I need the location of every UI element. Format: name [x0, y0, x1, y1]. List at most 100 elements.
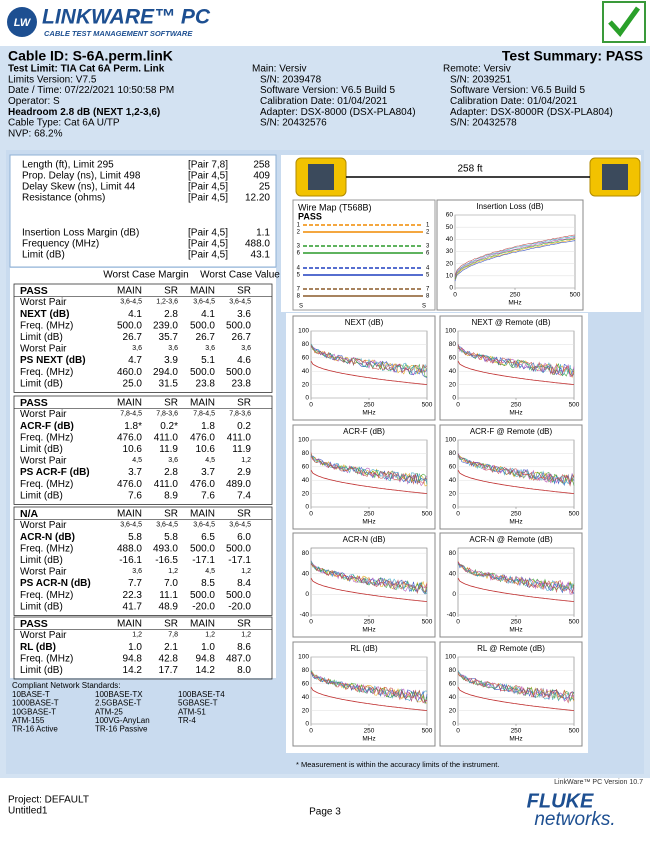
chart-title: ACR-N @ Remote (dB) — [469, 535, 553, 544]
version: LinkWare™ PC Version 10.7 — [554, 779, 643, 786]
y-tick-label: 40 — [302, 694, 310, 701]
row-value: 3,6-4,5 — [193, 298, 215, 305]
row-label: Freq. (MHz) — [20, 479, 73, 490]
trace — [454, 236, 576, 278]
y-tick-label: 100 — [445, 654, 456, 661]
row-value: 11.1 — [159, 590, 178, 601]
logo-text: LINKWARE™ PC — [42, 6, 211, 29]
y-tick-label: 50 — [446, 224, 454, 231]
row-value: 8.4 — [237, 578, 251, 589]
margin-section — [13, 283, 273, 393]
row-value: 1,2 — [205, 631, 215, 638]
row-value: 500.0 — [190, 367, 215, 378]
row-value: 3,6-4,5 — [120, 298, 142, 305]
row-value: 2.9 — [237, 467, 251, 478]
y-tick-label: 20 — [449, 490, 457, 497]
trace — [310, 345, 428, 373]
x-tick-label: 250 — [510, 292, 521, 299]
pin-left: 1 — [297, 223, 301, 229]
row-value: 3,6 — [132, 568, 142, 575]
row-label: Limit (dB) — [20, 555, 63, 566]
info-line: Test Limit: TIA Cat 6A Perm. Link — [8, 64, 165, 75]
row-value: 3,6 — [132, 345, 142, 352]
info-line: Limits Version: V7.5 — [8, 74, 97, 85]
x-tick-label: 0 — [456, 728, 460, 735]
logo-tagline: CABLE TEST MANAGEMENT SOFTWARE — [44, 29, 193, 38]
margin-section — [13, 506, 273, 616]
section-status: PASS — [20, 285, 48, 297]
trace — [454, 235, 576, 277]
row-label: PS ACR-F (dB) — [20, 467, 90, 478]
row-value: 476.0 — [190, 432, 215, 443]
chart-title: Insertion Loss (dB) — [476, 202, 543, 211]
standard: ATM-155 — [12, 716, 45, 725]
row-value: -16.5 — [155, 555, 178, 566]
trace — [310, 672, 428, 704]
trace — [310, 563, 428, 595]
trace — [310, 343, 428, 375]
row-value: 3,6 — [205, 345, 215, 352]
trace — [454, 237, 576, 279]
standard: ATM-51 — [178, 707, 206, 716]
pin-right: 1 — [426, 223, 430, 229]
remote-info: S/N: 2039251 — [450, 74, 512, 85]
remote-tester-screen — [602, 164, 628, 190]
pin-left: 5 — [297, 273, 301, 279]
info-line: Cable Type: Cat 6A U/TP — [8, 118, 120, 129]
trace — [457, 672, 575, 702]
row-value: 489.0 — [226, 479, 251, 490]
row-value: 48.9 — [159, 601, 179, 612]
trace — [457, 455, 575, 485]
row-label: Worst Pair — [20, 520, 67, 531]
row-value: 411.0 — [154, 432, 179, 443]
main-tester-screen — [308, 164, 334, 190]
x-tick-label: 0 — [453, 292, 457, 299]
trace — [457, 344, 575, 378]
row-value: 7.7 — [128, 578, 142, 589]
row-value: 239.0 — [153, 320, 178, 331]
result-label: Resistance (ohms) — [22, 193, 105, 204]
row-value: 8.6 — [237, 642, 251, 653]
pin-left: 7 — [297, 287, 301, 293]
length-display: 258 ft — [457, 164, 482, 175]
trace — [310, 561, 428, 595]
standards-title: Compliant Network Standards: — [12, 681, 121, 690]
row-value: 25.0 — [123, 378, 143, 389]
y-tick-label: 0 — [449, 285, 453, 292]
limit-line — [310, 577, 428, 602]
trace — [310, 455, 428, 487]
row-value: 1,2 — [132, 631, 142, 638]
y-tick-label: 0 — [305, 504, 309, 511]
row-value: 500.0 — [190, 320, 215, 331]
main-info: Software Version: V6.5 Build 5 — [260, 85, 396, 96]
y-tick-label: 20 — [302, 490, 310, 497]
trace — [454, 240, 576, 282]
section-col: MAIN — [190, 619, 215, 630]
row-value: 500.0 — [226, 320, 251, 331]
row-label: PS ACR-N (dB) — [20, 578, 91, 589]
trace — [310, 560, 428, 590]
y-tick-label: 30 — [446, 248, 454, 255]
y-tick-label: 100 — [298, 328, 309, 335]
section-col: SR — [164, 286, 178, 297]
page-number: Page 3 — [309, 807, 341, 818]
row-label: Limit (dB) — [20, 332, 63, 343]
result-pair: [Pair 7,8] — [188, 160, 228, 171]
pin-right: 6 — [426, 251, 430, 257]
trace — [457, 455, 575, 486]
section-status: N/A — [20, 508, 39, 520]
x-tick-label: 0 — [456, 511, 460, 518]
x-tick-label: 0 — [309, 728, 313, 735]
trace — [457, 560, 575, 589]
row-value: 17.7 — [159, 665, 179, 676]
remote-info: Adapter: DSX-8000R (DSX-PLA804) — [450, 107, 613, 118]
pin-left: 8 — [297, 294, 301, 300]
row-value: 10.6 — [196, 444, 216, 455]
row-value: 94.8 — [196, 653, 216, 664]
x-tick-label: 250 — [364, 619, 375, 626]
standard: 100VG-AnyLan — [95, 716, 150, 725]
trace — [457, 563, 575, 591]
y-tick-label: 40 — [449, 368, 457, 375]
row-value: 4,5 — [132, 457, 142, 464]
x-tick-label: 0 — [456, 619, 460, 626]
